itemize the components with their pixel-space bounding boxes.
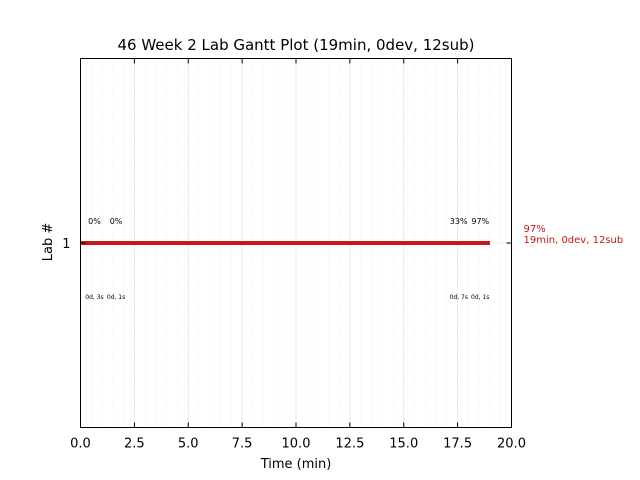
x-tick-label: 5.0 (178, 437, 199, 452)
marker-percent-label: 0% (88, 217, 101, 226)
y-axis-ticks: 1 (62, 237, 512, 252)
y-axis-label: Lab # (41, 223, 56, 262)
x-tick-label: 7.5 (232, 437, 253, 452)
y-tick-label: 1 (62, 237, 70, 252)
x-tick-label: 15.0 (389, 437, 418, 452)
x-tick-label: 17.5 (443, 437, 472, 452)
marker-percent-label: 33% (450, 217, 468, 226)
marker-duration-label: 0d, 1s (107, 294, 125, 301)
marker-duration-label: 0d, 7s (450, 294, 468, 301)
x-tick-label: 0.0 (70, 437, 91, 452)
x-tick-label: 10.0 (282, 437, 311, 452)
row-completion-label: 97% (524, 224, 546, 235)
row-summary-label: 19min, 0dev, 12sub (524, 235, 624, 246)
x-tick-label: 20.0 (497, 437, 526, 452)
x-axis-label: Time (min) (260, 457, 332, 472)
x-tick-label: 2.5 (124, 437, 145, 452)
marker-percent-label: 97% (471, 217, 489, 226)
marker-duration-label: 0d, 3s (85, 294, 103, 301)
marker-duration-label: 0d, 1s (471, 294, 489, 301)
x-axis-ticks: 0.0 2.5 5.0 7.5 10.0 12.5 15.0 17.5 20.0 (70, 58, 526, 452)
marker-percent-label: 0% (110, 217, 123, 226)
chart-title: 46 Week 2 Lab Gantt Plot (19min, 0dev, 1… (117, 36, 474, 54)
x-tick-label: 12.5 (335, 437, 364, 452)
